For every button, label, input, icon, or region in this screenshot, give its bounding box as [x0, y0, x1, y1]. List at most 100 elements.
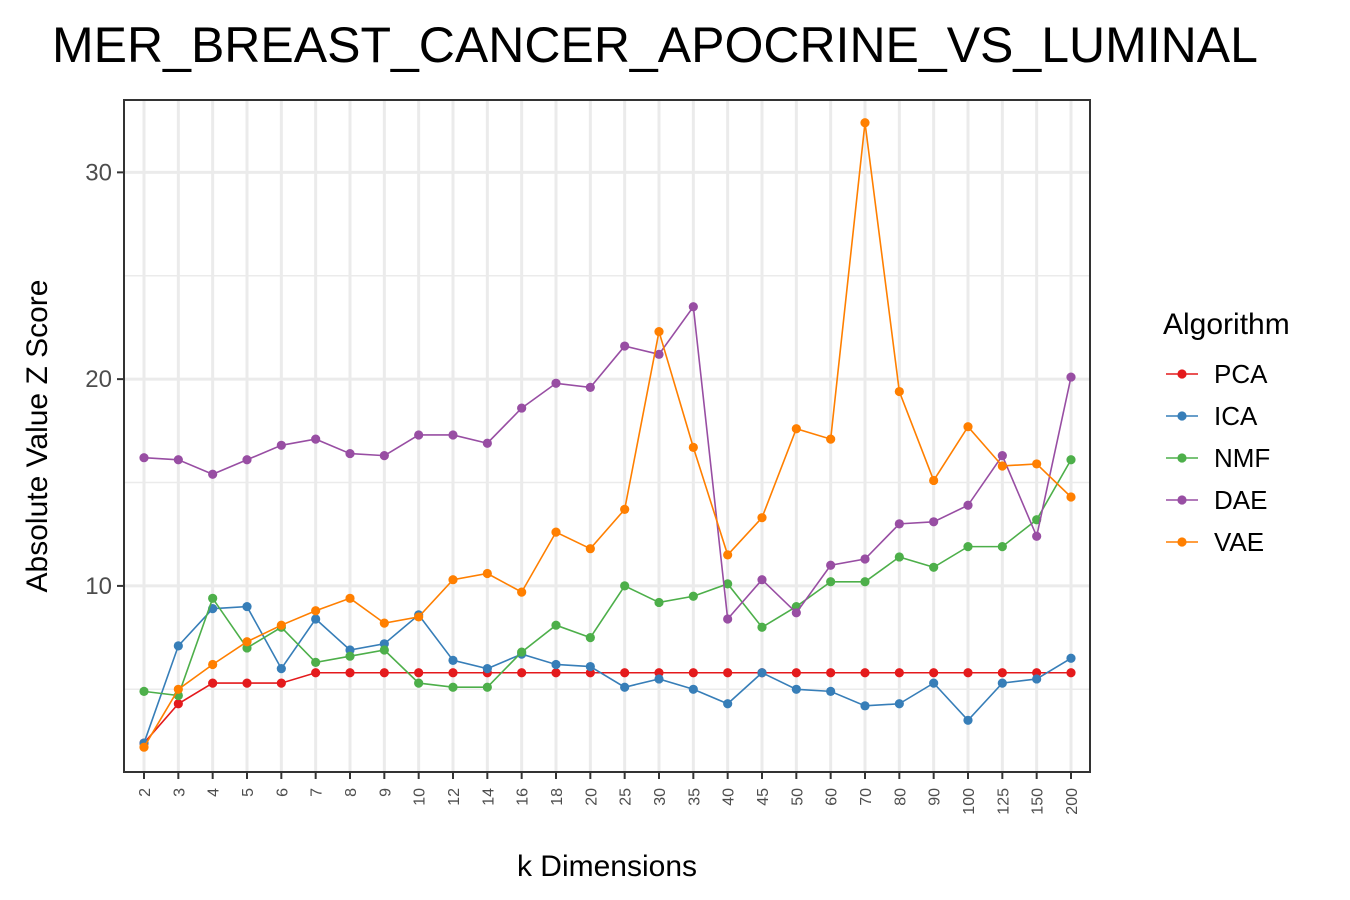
data-point: [1066, 372, 1076, 382]
data-point: [379, 451, 389, 461]
data-point: [723, 668, 733, 678]
data-point: [929, 517, 939, 527]
data-point: [997, 542, 1007, 552]
data-point: [620, 504, 630, 515]
data-point: [620, 581, 630, 591]
data-point: [345, 651, 355, 661]
data-point: [688, 668, 698, 678]
series-line-vae: [143, 122, 1072, 748]
data-point: [860, 701, 870, 711]
data-point: [757, 622, 767, 632]
data-point: [894, 699, 904, 709]
data-point: [242, 601, 252, 612]
legend-label: NMF: [1214, 443, 1270, 473]
data-point: [585, 382, 595, 393]
data-point: [345, 593, 355, 603]
x-tick-label: 7: [309, 788, 326, 797]
x-tick-label: 20: [583, 788, 600, 806]
data-point: [448, 430, 458, 440]
data-point: [723, 579, 733, 589]
data-point: [173, 455, 183, 465]
x-tick-label: 90: [927, 788, 944, 806]
x-tick-label: 5: [240, 788, 257, 797]
data-point: [139, 742, 149, 752]
data-point: [551, 659, 561, 670]
data-point: [1032, 531, 1042, 541]
y-tick-label: 30: [85, 159, 112, 186]
x-tick-label: 200: [1064, 788, 1081, 815]
legend-label: VAE: [1214, 527, 1264, 557]
data-point: [379, 645, 389, 655]
data-point: [620, 341, 630, 351]
data-point: [173, 684, 183, 694]
legend-label: DAE: [1214, 485, 1267, 515]
legend-label: ICA: [1214, 401, 1258, 431]
data-point: [551, 378, 561, 388]
data-point: [482, 664, 492, 674]
x-tick-label: 80: [892, 788, 909, 806]
data-point: [757, 668, 767, 678]
data-point: [517, 587, 527, 597]
x-tick-label: 40: [721, 788, 738, 806]
x-tick-label: 8: [343, 788, 360, 797]
legend-marker: [1177, 369, 1187, 379]
data-point: [414, 612, 424, 622]
x-tick-label: 12: [446, 788, 463, 806]
data-point: [1066, 668, 1076, 678]
data-point: [826, 686, 836, 696]
legend-label: PCA: [1214, 359, 1268, 389]
data-point: [894, 519, 904, 529]
data-point: [860, 554, 870, 564]
x-axis-title: k Dimensions: [517, 850, 697, 883]
data-point: [688, 684, 698, 694]
data-point: [963, 422, 973, 432]
legend-marker: [1177, 537, 1187, 547]
data-point: [448, 668, 458, 678]
data-point: [620, 682, 630, 692]
legend-entry-ica: ICA: [1166, 401, 1258, 431]
x-tick-label: 3: [171, 788, 188, 797]
data-point: [997, 451, 1007, 461]
data-point: [311, 657, 321, 668]
data-point: [860, 577, 870, 587]
data-point: [208, 469, 218, 479]
data-point: [414, 430, 424, 440]
data-point: [448, 575, 458, 585]
data-point: [551, 620, 561, 630]
data-point: [791, 684, 801, 694]
x-tick-label: 10: [412, 788, 429, 806]
data-point: [688, 302, 698, 312]
series-line-pca: [143, 671, 1071, 744]
data-point: [723, 614, 733, 624]
data-point: [139, 453, 149, 463]
data-point: [242, 637, 252, 647]
data-point: [585, 661, 595, 672]
y-tick-label: 10: [85, 573, 112, 600]
data-point: [929, 475, 939, 486]
data-point: [276, 664, 286, 674]
data-point: [585, 544, 595, 554]
data-point: [242, 678, 252, 688]
data-point: [620, 668, 630, 678]
data-point: [482, 438, 492, 448]
data-point: [826, 560, 836, 570]
x-tick-label: 125: [995, 788, 1012, 815]
data-point: [311, 668, 321, 678]
data-point: [860, 118, 870, 128]
data-point: [654, 674, 664, 684]
x-tick-label: 30: [652, 788, 669, 806]
data-point: [791, 668, 801, 678]
data-point: [276, 440, 286, 450]
legend-title: Algorithm: [1163, 308, 1290, 341]
data-point: [173, 641, 183, 651]
data-point: [894, 552, 904, 562]
data-point: [379, 618, 389, 628]
x-tick-label: 16: [515, 788, 532, 806]
data-point: [517, 403, 527, 413]
gridlines: [124, 100, 1090, 772]
data-point: [688, 591, 698, 601]
data-point: [551, 527, 561, 537]
data-point: [517, 668, 527, 678]
